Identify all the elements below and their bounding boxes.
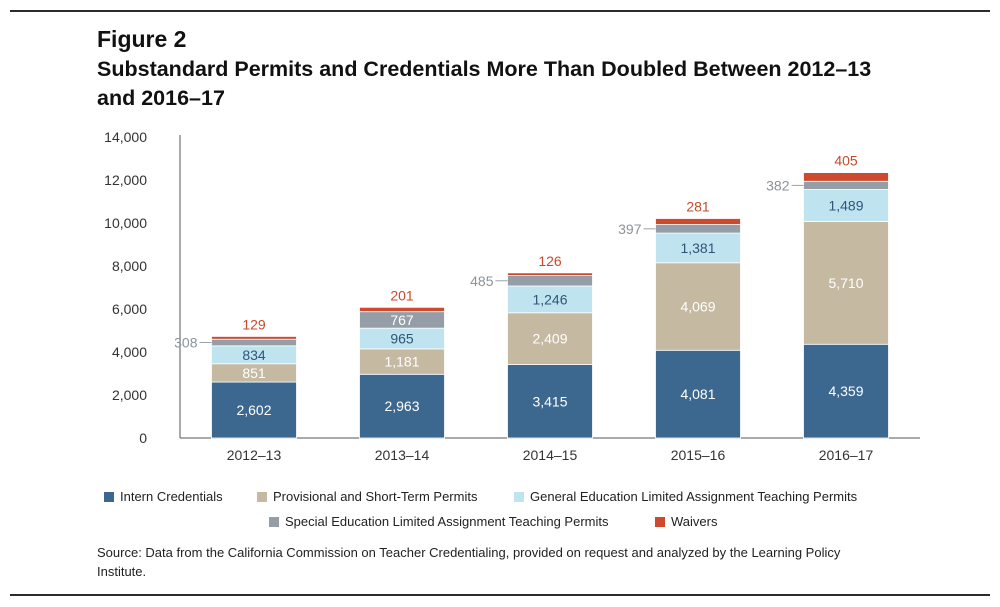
data-label: 2,409 [532,331,567,347]
bar-segment [211,336,297,340]
data-label: 4,069 [680,299,715,315]
y-tick-label: 10,000 [104,215,147,231]
y-tick-label: 0 [139,430,147,446]
bar-segment [507,285,593,314]
data-label: 834 [242,347,266,363]
bar-segment [803,172,889,182]
data-label: 397 [618,221,642,237]
y-tick-label: 14,000 [104,129,147,145]
x-tick-label: 2012–13 [227,447,282,463]
y-tick-label: 12,000 [104,172,147,188]
legend-label-waivers: Waivers [671,514,718,529]
source-note: Source: Data from the California Commiss… [97,545,841,579]
x-tick-label: 2014–15 [523,447,578,463]
data-label: 405 [834,153,858,169]
bar-segment [803,221,889,345]
data-label: 485 [470,273,494,289]
data-label: 201 [390,287,414,303]
bar-segment [655,232,741,264]
data-label: 129 [242,316,266,332]
data-label: 767 [390,312,414,328]
legend-item-general-ed: General Education Limited Assignment Tea… [514,489,857,504]
y-tick-label: 6,000 [112,301,147,317]
data-label: 4,359 [828,383,863,399]
data-label: 2,963 [384,398,419,414]
figure-label: Figure 2 [97,26,187,52]
bar-segment [803,189,889,222]
data-label: 1,489 [828,198,863,214]
bar-segment [507,272,593,276]
y-tick-label: 8,000 [112,258,147,274]
data-label: 5,710 [828,275,863,291]
figure-title: Substandard Permits and Credentials More… [97,57,872,110]
data-label: 3,415 [532,393,567,409]
legend-swatch-waivers [655,517,665,527]
legend-item-provisional: Provisional and Short-Term Permits [257,489,477,504]
legend-label-general-ed: General Education Limited Assignment Tea… [530,489,858,504]
data-label: 4,081 [680,386,715,402]
legend-swatch-general-ed [514,492,524,502]
legend-swatch-special-ed [269,517,279,527]
legend-item-waivers: Waivers [655,514,717,529]
legend-swatch-intern [104,492,114,502]
bar-segment [507,364,593,439]
legend-item-intern: Intern Credentials [104,489,223,504]
data-label: 126 [538,253,562,269]
data-label: 965 [390,331,414,347]
data-label: 308 [174,335,198,351]
data-label: 1,381 [680,240,715,256]
x-tick-label: 2013–14 [375,447,430,463]
bar-segment [507,275,593,287]
data-label: 1,246 [532,291,567,307]
bar-segment [655,224,741,234]
legend-swatch-provisional [257,492,267,502]
bottom-rule [10,594,990,596]
bar-segment [655,262,741,351]
bar-segment [655,218,741,225]
legend-item-special-ed: Special Education Limited Assignment Tea… [269,514,609,529]
bar-segment [803,180,889,190]
bar-segment [803,343,889,439]
bar-segment [655,349,741,439]
bar-segment [359,373,445,439]
legend-label-intern: Intern Credentials [120,489,223,504]
bar-segment [359,348,445,375]
legend-label-special-ed: Special Education Limited Assignment Tea… [285,514,609,529]
data-label: 281 [686,199,710,215]
data-label: 2,602 [236,402,271,418]
bar-segment [211,381,297,439]
y-tick-label: 4,000 [112,344,147,360]
y-tick-label: 2,000 [112,387,147,403]
bar-segment [359,306,445,313]
top-rule [10,10,990,12]
x-tick-label: 2016–17 [819,447,874,463]
data-label: 1,181 [384,354,419,370]
data-label: 382 [766,177,790,193]
data-label: 851 [242,365,266,381]
x-tick-label: 2015–16 [671,447,726,463]
bar-segment [211,338,297,347]
legend-label-provisional: Provisional and Short-Term Permits [273,489,478,504]
